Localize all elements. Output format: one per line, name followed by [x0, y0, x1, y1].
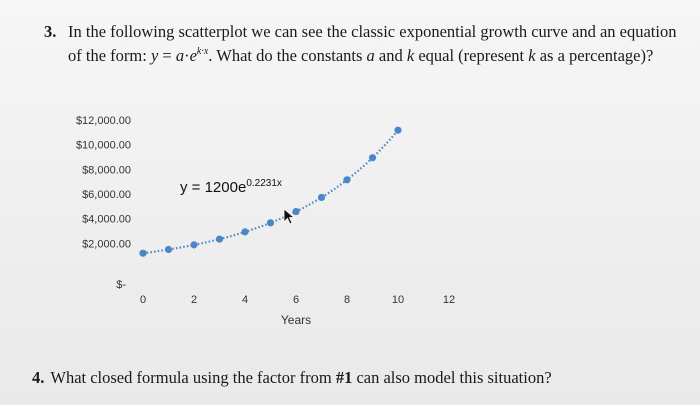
data-point: [394, 126, 402, 134]
question-4-text-after: can also model this situation?: [352, 368, 552, 387]
question-4-ref: #1: [335, 368, 353, 387]
formula-dot: ·: [184, 46, 190, 65]
question-3-suffix: as a percentage)?: [535, 46, 654, 65]
x-axis-ticks: 0 2 4 6 8 10 12: [140, 294, 455, 306]
data-point: [317, 193, 326, 202]
data-point: [266, 219, 275, 227]
constant-k: k: [406, 46, 415, 65]
x-tick-label: 0: [140, 294, 146, 306]
question-3-equal: equal (represent: [414, 46, 529, 65]
y-tick-label: $10,000.00: [76, 140, 131, 152]
formula-y: y: [150, 46, 159, 65]
x-tick-label: 8: [344, 294, 350, 306]
formula-a: a: [175, 46, 185, 65]
x-tick-label: 6: [293, 294, 299, 306]
trendline: [142, 129, 399, 255]
question-3-text: In the following scatterplot we can see …: [68, 22, 694, 66]
question-4-text-before: What closed formula using the factor fro…: [50, 368, 336, 387]
question-4: 4. What closed formula using the factor f…: [32, 368, 552, 388]
x-axis-label: Years: [281, 313, 311, 327]
data-point: [139, 249, 147, 257]
data-point: [190, 241, 198, 249]
constant-k-repeat: k: [528, 46, 536, 65]
x-tick-label: 2: [191, 294, 197, 306]
x-tick-label: 4: [242, 294, 248, 306]
question-3-and: and: [374, 46, 407, 65]
data-point: [292, 207, 300, 216]
data-point: [215, 235, 224, 243]
formula-e: e: [189, 46, 197, 65]
cursor-arrow-icon: [283, 208, 296, 225]
data-point: [368, 154, 377, 162]
y-tick-label: $4,000.00: [82, 214, 131, 226]
trend-equation: y = 1200e0.2231x: [180, 178, 282, 196]
question-3-number: 3.: [44, 22, 57, 41]
y-tick-label: $12,000.00: [76, 115, 131, 127]
y-tick-label: $6,000.00: [82, 189, 131, 201]
data-point: [164, 245, 173, 254]
question-3-line-1: In the following scatterplot we can see …: [68, 22, 677, 41]
question-4-number: 4.: [32, 368, 45, 387]
data-point: [343, 176, 351, 184]
x-tick-label: 10: [392, 294, 404, 306]
data-point: [241, 228, 249, 236]
question-3-line-2: of the form: y = a·ek·x. What do the con…: [68, 42, 694, 66]
question-3-prefix: of the form:: [68, 46, 147, 65]
formula-exponent: k·x: [196, 46, 209, 57]
y-tick-label: $8,000.00: [82, 164, 131, 176]
x-tick-label: 12: [443, 294, 455, 306]
y-axis-ticks: $- $2,000.00 $4,000.00 $6,000.00 $8,000.00 $1…: [76, 115, 131, 291]
equation-base: y = 1200e: [180, 179, 246, 196]
equation-exponent: 0.2231x: [246, 178, 282, 189]
y-tick-label: $-: [116, 279, 126, 291]
formula-equals: =: [158, 46, 176, 65]
question-3-mid: . What do the constants: [208, 46, 367, 65]
data-points: [139, 126, 402, 257]
constant-a: a: [366, 46, 375, 65]
y-tick-label: $2,000.00: [82, 238, 131, 250]
